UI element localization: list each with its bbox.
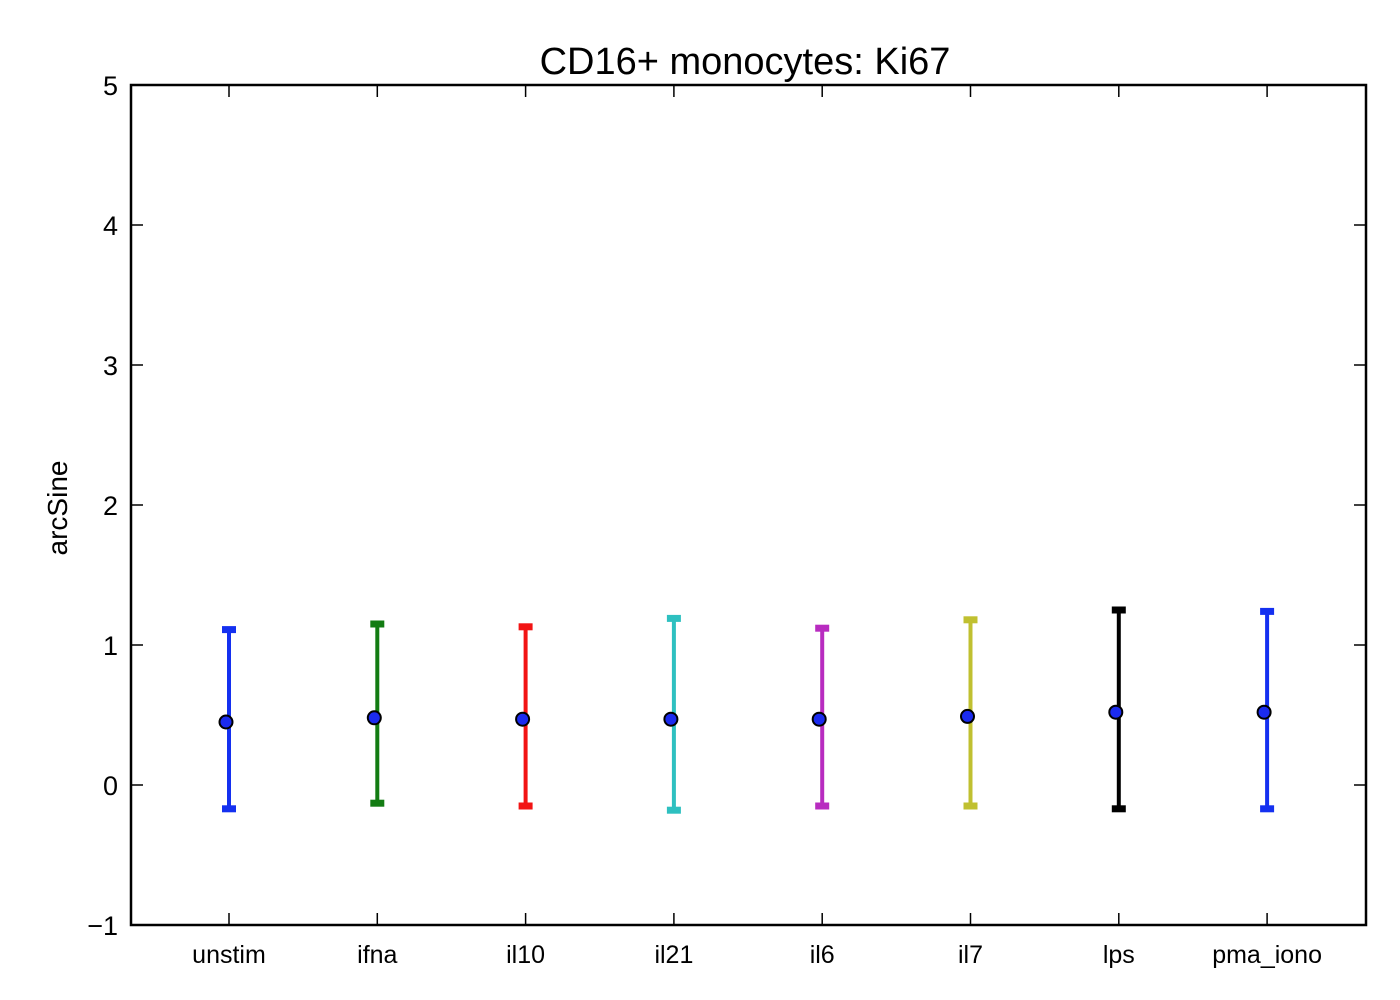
x-tick-label: il10 <box>506 941 545 969</box>
y-tick-label: 4 <box>103 211 118 241</box>
x-tick-label: pma_iono <box>1212 941 1322 969</box>
x-tick-label: ifna <box>357 941 397 969</box>
error-bars <box>218 606 1275 814</box>
mean-point-pma_iono <box>1256 704 1272 720</box>
y-ticks: −1 0 1 2 3 4 5 <box>87 71 1366 941</box>
x-tick-label: lps <box>1103 941 1135 969</box>
x-ticks: unstim ifna il10 il21 il6 il7 lps pma_iono <box>192 85 1322 969</box>
y-axis-label: arcSine <box>42 461 73 556</box>
chart-title: CD16+ monocytes: Ki67 <box>540 41 951 83</box>
y-tick-label: 0 <box>103 771 118 801</box>
y-tick-label: 3 <box>103 351 118 381</box>
y-tick-label: 1 <box>103 631 118 661</box>
y-tick-label: 2 <box>103 491 118 521</box>
mean-point-unstim <box>218 714 234 730</box>
x-tick-label: il7 <box>958 941 983 969</box>
plot-frame <box>129 83 1368 927</box>
y-tick-label: 5 <box>103 71 118 101</box>
mean-point-ifna <box>366 710 382 726</box>
y-tick-label: −1 <box>87 911 118 941</box>
mean-point-il21 <box>663 711 679 727</box>
mean-point-lps <box>1108 704 1124 720</box>
x-tick-label: unstim <box>192 941 266 969</box>
mean-point-il7 <box>960 708 975 724</box>
x-tick-label: il6 <box>810 941 835 969</box>
mean-point-il6 <box>811 711 827 727</box>
mean-point-il10 <box>515 711 531 727</box>
x-tick-label: il21 <box>654 941 693 969</box>
